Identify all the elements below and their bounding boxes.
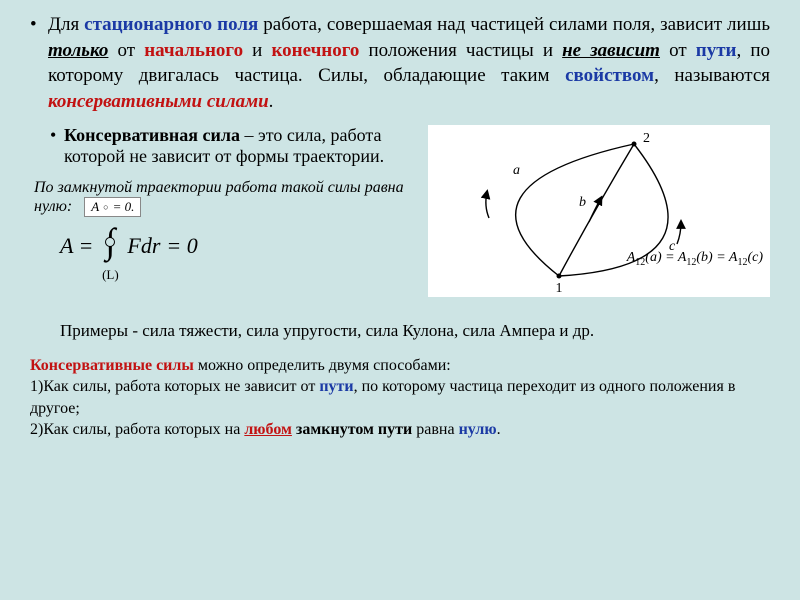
p1-t14: свойством (565, 65, 654, 86)
paths-svg: 1 2 a b c (429, 126, 769, 296)
def2-l2a: 2)Как силы, работа которых на (30, 421, 244, 438)
eq-e4: (c) (747, 250, 763, 265)
p1-t2: стационарного поля (84, 14, 258, 35)
p1-t15: , называются (654, 65, 770, 86)
def2-l1b: пути (319, 378, 353, 395)
p1-t16: консервативными силами (48, 91, 269, 112)
row-definition-diagram: • Консервативная сила – это сила, работа… (30, 125, 770, 297)
p1-t9: положения частицы и (359, 40, 562, 61)
def2-l2d: замкнутом пути (296, 421, 412, 438)
int-integrand: Fdr (127, 233, 160, 259)
conservative-def: • Консервативная сила – это сила, работа… (50, 125, 418, 167)
def2-rest-lead: можно определить двумя способами: (194, 357, 451, 374)
eq-s3: 12 (737, 257, 747, 268)
def2-l1a: 1)Как силы, работа которых не зависит от (30, 378, 319, 395)
mini-sub: ○ (103, 202, 108, 212)
node-2-label: 2 (643, 131, 650, 146)
closed-path-text: По замкнутой траектории работа такой сил… (34, 179, 418, 217)
p1-t12: пути (696, 40, 737, 61)
mini-rhs: = 0. (113, 199, 135, 215)
def2-l2b: любом (244, 421, 292, 438)
left-column: • Консервативная сила – это сила, работа… (30, 125, 418, 297)
eq-e3: (b) = A (696, 250, 737, 265)
p1-t7: и (243, 40, 271, 61)
eq-s1: 12 (635, 257, 645, 268)
edge-b-label: b (579, 195, 586, 210)
slide: • Для стационарного поля работа, соверша… (0, 0, 800, 600)
oint-symbol: ∫ (L) (99, 223, 121, 269)
main-paragraph: • Для стационарного поля работа, соверша… (30, 12, 770, 115)
node-1-label: 1 (556, 281, 563, 296)
int-lhs: A = (60, 233, 93, 259)
p1-t1: Для (48, 14, 84, 35)
examples-line: Примеры - сила тяжести, сила упругости, … (60, 321, 770, 341)
int-rhs: = 0 (166, 233, 197, 259)
bullet-dot: • (30, 12, 48, 115)
eq-s2: 12 (686, 257, 696, 268)
integral-formula: A = ∫ (L) Fdr = 0 (60, 223, 418, 269)
def2-l2g: . (497, 421, 501, 438)
p1-t10: не зависит (562, 40, 660, 61)
bullet-dot: • (50, 125, 64, 167)
p1-t8: конечного (271, 40, 359, 61)
p1-t6: начального (144, 40, 243, 61)
def2-l2e: равна (412, 421, 458, 438)
diagram-equation: A12(a) = A12(b) = A12(c) (627, 250, 763, 268)
mini-formula-box: A ○ = 0. (84, 197, 141, 217)
int-lower-limit: (L) (95, 267, 125, 283)
eq-e2: (a) = A (645, 250, 686, 265)
eq-e1: A (627, 250, 636, 265)
mini-lhs: A (91, 199, 99, 215)
def2-l2f: нулю (459, 421, 497, 438)
integral-circle-icon (105, 237, 115, 247)
paths-diagram: 1 2 a b c A12(a) = A12(b) = A12(c) (428, 125, 770, 297)
edge-a-label: a (513, 163, 520, 178)
definition-two-ways: Консервативные силы можно определить дву… (30, 355, 770, 441)
def2-lead: Консервативные силы (30, 357, 194, 374)
p1-t3: работа, совершаемая над частицей силами … (258, 14, 770, 35)
p1-t4: только (48, 40, 108, 61)
p1-t5: от (108, 40, 144, 61)
def-lead: Консервативная сила (64, 125, 240, 145)
p1-t17: . (269, 91, 274, 112)
p1-t11: от (660, 40, 696, 61)
